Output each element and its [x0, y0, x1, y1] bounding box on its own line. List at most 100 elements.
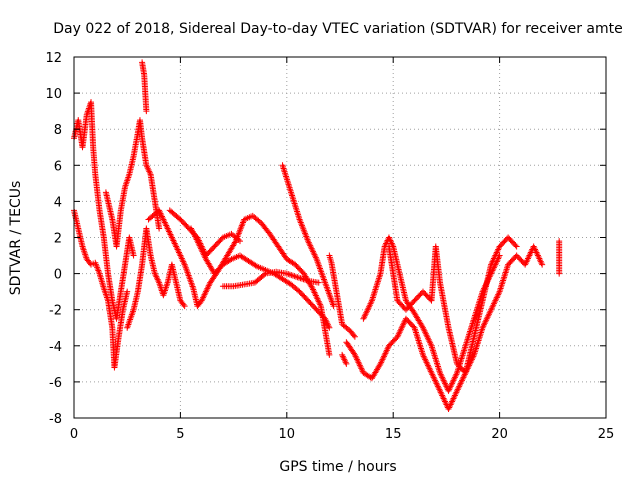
data-point	[160, 292, 167, 299]
trace-point	[281, 167, 288, 174]
trace-point	[373, 281, 380, 288]
trace-point	[162, 285, 169, 292]
trace-point	[287, 186, 294, 193]
trace-point	[465, 334, 472, 341]
trace-point	[293, 205, 300, 212]
trace-point	[415, 339, 422, 346]
data-point	[496, 252, 503, 259]
data-point	[124, 288, 131, 295]
x-tick-label: 25	[598, 427, 615, 442]
trace-point	[376, 273, 383, 280]
trace-point	[101, 286, 108, 293]
plot-frame	[73, 56, 607, 419]
trace-point	[80, 245, 87, 252]
trace-point	[458, 355, 465, 362]
trace-point	[435, 365, 442, 372]
trace-point	[417, 343, 424, 350]
y-tick-label: -2	[49, 304, 62, 319]
x-tick-label: 0	[70, 427, 78, 442]
trace-point	[375, 276, 382, 283]
trace-point	[414, 334, 421, 341]
y-axis-label: SDTVAR / TECUs	[8, 181, 24, 296]
trace-point	[372, 286, 379, 293]
trace-point	[376, 272, 383, 279]
trace-point	[375, 275, 382, 282]
trace-point	[289, 192, 296, 199]
trace-point	[292, 202, 299, 209]
data-point	[326, 324, 333, 331]
data-points	[71, 59, 563, 412]
trace-point	[286, 184, 293, 191]
x-tick-label: 20	[491, 427, 508, 442]
trace-point	[476, 334, 483, 341]
trace-point	[435, 363, 442, 370]
trace-point	[81, 248, 88, 255]
data-point	[279, 162, 286, 169]
trace-point	[370, 291, 377, 298]
data-point	[556, 270, 563, 277]
trace-point	[478, 329, 485, 336]
trace-point	[460, 349, 467, 356]
trace-point	[463, 339, 470, 346]
trace-point	[124, 177, 131, 184]
trace-point	[462, 344, 469, 351]
x-axis-label: GPS time / hours	[279, 459, 396, 475]
y-tick-label: 0	[54, 268, 62, 283]
trace-point	[501, 274, 508, 281]
trace-point	[503, 267, 510, 274]
trace-point	[416, 340, 423, 347]
trace-point	[157, 284, 164, 291]
trace-point	[372, 284, 379, 291]
trace-point	[502, 269, 509, 276]
trace-point	[432, 353, 439, 360]
data-point	[315, 279, 322, 286]
trace-point	[289, 194, 296, 201]
trace-point	[83, 254, 90, 261]
trace-point	[477, 332, 484, 339]
data-point	[343, 360, 350, 367]
trace-point	[291, 273, 298, 280]
trace-point	[284, 178, 291, 185]
y-tick-label: -8	[49, 412, 62, 427]
trace-point	[283, 173, 290, 180]
trace-point	[464, 338, 471, 345]
trace-point	[125, 172, 132, 179]
trace-point	[235, 236, 242, 243]
trace-point	[280, 163, 287, 170]
trace-point	[434, 360, 441, 367]
trace-point	[350, 332, 357, 339]
trace-point	[282, 170, 289, 177]
trace-point	[280, 165, 287, 172]
trace-point	[500, 277, 507, 284]
trace-point	[101, 288, 108, 295]
trace-point	[102, 291, 109, 298]
trace-point	[503, 266, 510, 273]
trace-point	[432, 355, 439, 362]
data-point	[294, 274, 301, 281]
trace-point	[293, 206, 300, 213]
x-tick-label: 5	[176, 427, 184, 442]
data-point	[130, 252, 137, 259]
trace-point	[122, 182, 129, 189]
trace-point	[164, 281, 171, 288]
data-point	[181, 303, 188, 310]
trace-point	[433, 357, 440, 364]
trace-point	[418, 347, 425, 354]
trace-point	[285, 271, 292, 278]
trace-point	[477, 331, 484, 338]
tick-labels: 0 5 10 15 20 25 -8 -6 -4 -2 0 2 4 6 8 10 12	[45, 51, 614, 442]
trace-point	[123, 180, 130, 187]
trace-point	[416, 342, 423, 349]
trace-point	[286, 271, 293, 278]
trace-point	[413, 331, 420, 338]
trace-point	[227, 257, 234, 264]
trace-point	[295, 274, 302, 281]
trace-point	[125, 174, 132, 181]
trace-point	[417, 345, 424, 352]
trace-point	[283, 175, 290, 182]
data-point	[288, 189, 295, 196]
trace-point	[163, 284, 170, 291]
trace-point	[431, 350, 438, 357]
trace-point	[287, 187, 294, 194]
trace-point	[434, 361, 441, 368]
